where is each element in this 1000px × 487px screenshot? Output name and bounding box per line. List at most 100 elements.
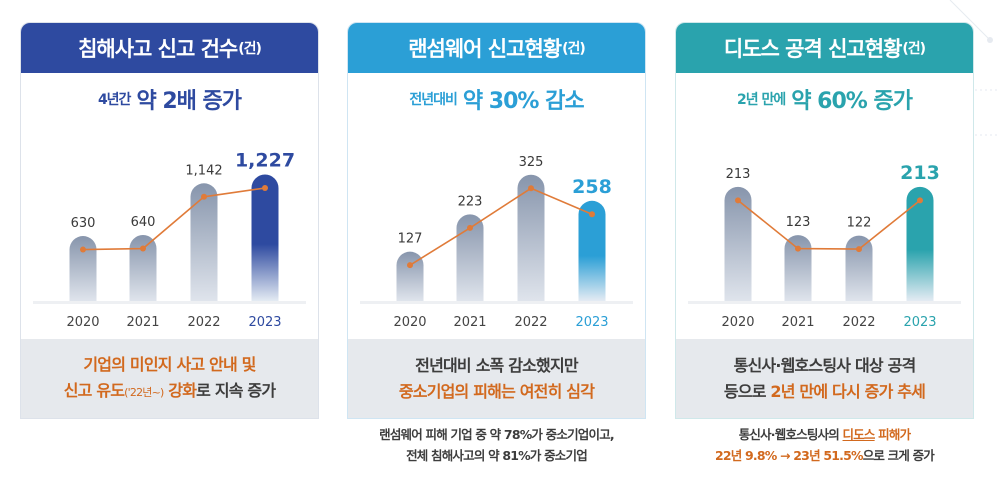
- value-label-2021: 123: [786, 215, 811, 230]
- card-ransomware-reports: 랜섬웨어 신고현황 (건) 전년대비 약 30% 감소 127 2020 223 20…: [347, 22, 646, 419]
- bar-2023: [906, 186, 934, 301]
- card-summary: 4년간 약 2배 증가: [21, 73, 318, 125]
- trend-point-2022: [856, 246, 862, 253]
- trend-point-2021: [795, 245, 801, 252]
- panel-text-a: 등으로: [723, 381, 771, 401]
- trend-point-2021: [140, 245, 146, 252]
- bar-2021: [456, 214, 484, 301]
- trend-line: [409, 187, 593, 266]
- note-text-a: 통신사·웹호스팅사의: [738, 427, 843, 442]
- panel-line-2: 중소기업의 피해는 여전히 심각: [398, 381, 595, 401]
- summary-prefix: 전년대비: [409, 92, 458, 108]
- value-label-2021: 223: [458, 194, 483, 209]
- panel-text-b: 강화: [163, 380, 197, 400]
- x-tick-2022: 2022: [842, 315, 875, 330]
- panel-text-c: 로 지속 증가: [196, 380, 276, 400]
- bar-2021: [129, 235, 157, 301]
- card-title: 랜섬웨어 신고현황: [408, 37, 562, 61]
- card-header: 랜섬웨어 신고현황 (건): [348, 23, 645, 73]
- panel-line-2: 등으로 2년 만에 다시 증가 추세: [723, 379, 926, 405]
- note-line-2: 22년 9.8% → 23년 51.5%으로 크게 증가: [676, 445, 973, 466]
- chart-baseline: [360, 301, 633, 304]
- trend-point-2023: [589, 211, 595, 218]
- panel-line-2: 신고 유도('22년~) 강화로 지속 증가: [64, 378, 276, 406]
- x-tick-2023: 2023: [575, 315, 608, 330]
- trend-point-2021: [467, 224, 473, 231]
- x-tick-2021: 2021: [453, 315, 486, 330]
- value-label-2020: 213: [726, 167, 751, 182]
- value-label-2023: 213: [900, 162, 940, 184]
- x-tick-2020: 2020: [393, 315, 426, 330]
- bar-2022: [845, 235, 873, 301]
- note-text-c: 피해가: [874, 427, 911, 442]
- summary-main: 약 2배 증가: [136, 89, 242, 114]
- bar-2023: [578, 200, 606, 301]
- value-label-2023: 1,227: [235, 150, 295, 172]
- x-tick-2023: 2023: [248, 315, 281, 330]
- x-tick-2021: 2021: [126, 315, 159, 330]
- panel-text-a: 신고 유도: [63, 380, 125, 400]
- value-label-2022: 122: [847, 216, 872, 231]
- card-title: 디도스 공격 신고현황: [723, 37, 903, 61]
- note-text-a: 22년 9.8% → 23년 51.5%: [714, 448, 864, 463]
- card-summary: 2년 만에 약 60% 증가: [676, 73, 973, 125]
- summary-prefix: 4년간: [97, 92, 132, 108]
- summary-prefix: 2년 만에: [737, 92, 786, 108]
- x-tick-2023: 2023: [903, 315, 936, 330]
- value-label-2020: 127: [398, 232, 423, 247]
- bar-2023: [251, 174, 279, 301]
- insight-panel: 통신사·웹호스팅사 대상 공격 등으로 2년 만에 다시 증가 추세: [676, 339, 973, 418]
- summary-main: 약 60% 증가: [791, 89, 913, 114]
- card-title: 침해사고 신고 건수: [78, 37, 238, 61]
- value-label-2021: 640: [131, 215, 156, 230]
- bar-2021: [784, 235, 812, 301]
- x-tick-2021: 2021: [781, 315, 814, 330]
- note-text-b: 으로 크게 증가: [862, 448, 935, 463]
- note-text-b: 디도스: [842, 427, 876, 442]
- panel-line-1: 통신사·웹호스팅사 대상 공격: [733, 355, 917, 375]
- note-line-2: 전체 침해사고의 약 81%가 중소기업: [406, 448, 588, 463]
- ddos-footnote: 통신사·웹호스팅사의 디도스 피해가 22년 9.8% → 23년 51.5%으…: [676, 424, 973, 466]
- panel-line-1: 기업의 미인지 사고 안내 및: [83, 354, 256, 374]
- bar-2022: [190, 183, 218, 301]
- card-unit: (건): [238, 41, 262, 57]
- value-label-2022: 325: [519, 155, 544, 170]
- card-summary: 전년대비 약 30% 감소: [348, 73, 645, 125]
- insight-panel: 전년대비 소폭 감소했지만 중소기업의 피해는 여전히 심각: [348, 339, 645, 418]
- bar-2020: [724, 186, 752, 301]
- panel-text-b: 2년 만에 다시 증가 추세: [770, 381, 926, 401]
- trend-point-2023: [917, 197, 923, 204]
- value-label-2023: 258: [572, 176, 612, 198]
- x-tick-2022: 2022: [514, 315, 547, 330]
- note-line-1: 랜섬웨어 피해 기업 중 약 78%가 중소기업이고,: [379, 427, 614, 442]
- summary-main: 약 30% 감소: [462, 89, 585, 114]
- insight-panel: 기업의 미인지 사고 안내 및 신고 유도('22년~) 강화로 지속 증가: [21, 339, 318, 418]
- card-incident-reports: 침해사고 신고 건수 (건) 4년간 약 2배 증가 630 2020 640 202…: [20, 22, 319, 419]
- value-label-2022: 1,142: [185, 163, 222, 178]
- panel-line-1: 전년대비 소폭 감소했지만: [415, 355, 578, 375]
- bar-chart-ddos: 213 2020 123 2021 122 2022 213 2023: [688, 162, 961, 330]
- panel-text-small: ('22년~): [124, 385, 164, 399]
- card-unit: (건): [562, 41, 586, 57]
- chart-baseline: [688, 301, 961, 304]
- bar-2020: [396, 251, 424, 301]
- trend-point-2020: [407, 262, 413, 269]
- x-tick-2020: 2020: [66, 315, 99, 330]
- trend-line: [82, 187, 266, 251]
- ransomware-footnote: 랜섬웨어 피해 기업 중 약 78%가 중소기업이고, 전체 침해사고의 약 8…: [348, 424, 645, 466]
- trend-point-2022: [528, 185, 534, 192]
- note-line-1: 통신사·웹호스팅사의 디도스 피해가: [676, 424, 973, 445]
- card-unit: (건): [902, 41, 926, 57]
- trend-point-2020: [80, 246, 86, 253]
- card-header: 디도스 공격 신고현황 (건): [676, 23, 973, 73]
- card-ddos-reports: 디도스 공격 신고현황 (건) 2년 만에 약 60% 증가 213 2020 12…: [675, 22, 974, 419]
- chart-baseline: [33, 301, 306, 304]
- bar-chart-incidents: 630 2020 640 2021 1,142 2022 1,227 2023: [33, 150, 306, 330]
- value-label-2020: 630: [71, 216, 96, 231]
- trend-line: [737, 199, 921, 250]
- bar-chart-ransomware: 127 2020 223 2021 325 2022 258 2023: [360, 155, 633, 330]
- trend-point-2023: [262, 185, 268, 192]
- trend-point-2022: [201, 193, 207, 200]
- bar-2022: [517, 174, 545, 301]
- trend-point-2020: [735, 197, 741, 204]
